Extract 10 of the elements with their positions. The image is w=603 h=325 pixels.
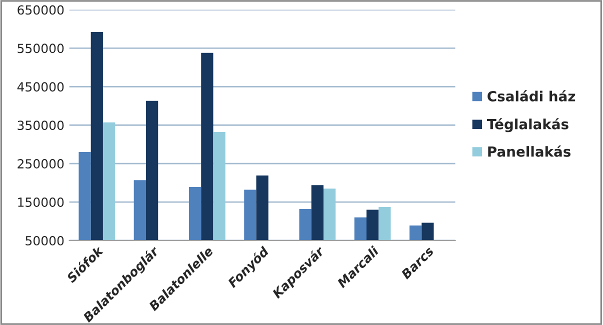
y-tick-label: 550000 xyxy=(18,44,64,54)
y-tick-label: 50000 xyxy=(26,236,64,246)
legend-label: Téglalakás xyxy=(486,118,568,132)
y-tick-label: 650000 xyxy=(18,5,64,15)
y-tick-label: 250000 xyxy=(18,159,64,169)
y-tick-label: 450000 xyxy=(17,82,64,92)
legend-label: Családi ház xyxy=(488,90,576,102)
y-tick-label: 150000 xyxy=(18,198,64,207)
y-tick-label: 350000 xyxy=(18,120,64,130)
legend-label: Panellakás xyxy=(488,146,571,157)
